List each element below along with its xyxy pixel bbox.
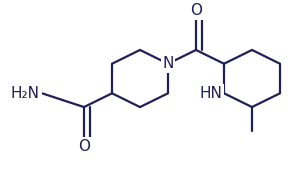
Text: H₂N: H₂N	[11, 86, 40, 101]
Text: O: O	[190, 3, 202, 18]
Text: O: O	[78, 139, 90, 154]
Text: HN: HN	[199, 86, 222, 101]
Text: N: N	[162, 56, 174, 71]
